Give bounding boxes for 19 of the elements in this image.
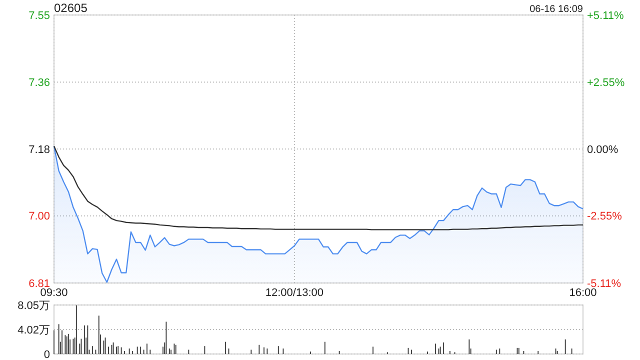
y-tick-label: 6.81 — [28, 278, 50, 290]
y-tick-label: 0 — [44, 348, 50, 360]
y-tick-label: 7.36 — [28, 77, 50, 90]
y-tick-label: 7.18 — [28, 144, 50, 156]
y2-tick-label: +2.55% — [587, 76, 625, 89]
line-series — [53, 145, 584, 230]
y2-tick-label: -2.55% — [587, 210, 622, 223]
chart-title: 02605 — [54, 1, 88, 15]
y2-tick-label: +5.11% — [587, 10, 624, 22]
y-tick-label: 7.00 — [28, 210, 50, 223]
x-tick-label: 16:00 — [569, 287, 597, 299]
y2-tick-label: -5.11% — [587, 278, 622, 290]
y-tick-label: 8.05万 — [18, 300, 50, 312]
y-tick-label: 7.55 — [28, 10, 50, 22]
y-tick-label: 4.02万 — [18, 324, 50, 336]
y2-tick-label: 0.00% — [587, 144, 618, 156]
x-tick-label: 12:00/13:00 — [265, 287, 324, 299]
x-tick-label: 09:30 — [40, 287, 68, 299]
text: 06-16 16:09 — [530, 4, 584, 15]
